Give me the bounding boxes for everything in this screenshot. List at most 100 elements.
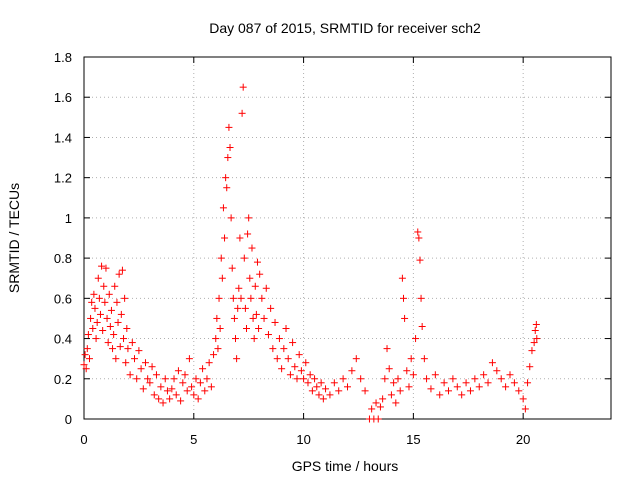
data-point [407,355,415,363]
y-tick-label: 0.2 [54,372,72,387]
x-tick-label: 15 [406,432,420,447]
data-point [335,387,343,395]
data-point [248,244,256,252]
data-point [383,345,391,353]
data-point [352,355,360,363]
data-point [376,403,384,411]
data-point [418,322,426,330]
y-tick-label: 0.6 [54,291,72,306]
data-point [246,274,254,282]
data-point [462,379,470,387]
data-point [92,335,100,343]
data-point [244,230,252,238]
data-point [194,395,202,403]
data-point [401,314,409,322]
data-point [213,314,221,322]
data-point [308,387,316,395]
data-point [172,391,180,399]
data-point [420,355,428,363]
data-point [230,314,238,322]
data-point [348,367,356,375]
data-point [116,343,124,351]
data-point [234,304,242,312]
data-point [480,371,488,379]
data-point [102,264,110,272]
data-point [212,335,220,343]
data-point [385,365,393,373]
y-tick-label: 1 [65,211,72,226]
data-point [280,345,288,353]
data-point [114,318,122,326]
x-axis-label: GPS time / hours [292,458,399,474]
data-point [80,361,88,369]
data-point [81,351,89,359]
data-point [466,387,474,395]
data-point [190,391,198,399]
data-point [381,375,389,383]
x-tick-label: 0 [80,432,87,447]
data-point [453,383,461,391]
data-point [530,339,538,347]
data-point [155,395,163,403]
data-point [88,298,96,306]
data-point [117,310,125,318]
data-point [403,367,411,375]
data-point [427,385,435,393]
data-point [390,379,398,387]
data-point [215,294,223,302]
data-point [302,359,310,367]
data-point [111,282,119,290]
data-point [269,345,277,353]
data-point [524,379,532,387]
data-point [84,331,92,339]
data-point [379,395,387,403]
data-point [245,214,253,222]
data-point [313,383,321,391]
data-point [394,375,402,383]
data-point [95,294,103,302]
data-point [286,371,294,379]
data-point [207,383,215,391]
data-points [80,83,541,423]
data-point [106,322,114,330]
data-point [264,331,272,339]
data-point [255,325,263,332]
data-point [304,379,312,387]
data-point [253,258,261,266]
data-point [218,274,226,282]
data-point [128,339,136,347]
y-tick-label: 1.2 [54,171,72,186]
data-point [291,363,299,371]
data-point [458,391,466,399]
chart-title: Day 087 of 2015, SRMTID for receiver sch… [209,20,481,36]
data-point [297,367,305,375]
data-point [322,385,330,393]
data-point [177,397,185,405]
data-point [185,355,193,363]
data-point [120,335,128,343]
data-point [113,298,121,306]
data-point [219,204,227,212]
data-point [502,383,510,391]
data-point [247,294,255,302]
data-point [83,345,91,353]
data-point [235,284,243,292]
data-point [91,304,99,312]
data-point [326,391,334,399]
data-point [306,371,314,379]
data-point [94,274,102,282]
data-point [131,355,139,363]
data-point [423,375,431,383]
data-point [121,294,129,302]
data-point [521,405,529,413]
data-point [217,254,225,262]
data-point [226,144,234,151]
y-tick-label: 0.8 [54,251,72,266]
data-point [210,351,218,359]
data-point [233,355,241,363]
data-point [99,327,107,335]
data-point [105,290,113,298]
data-point [144,375,152,383]
data-point [236,234,244,242]
